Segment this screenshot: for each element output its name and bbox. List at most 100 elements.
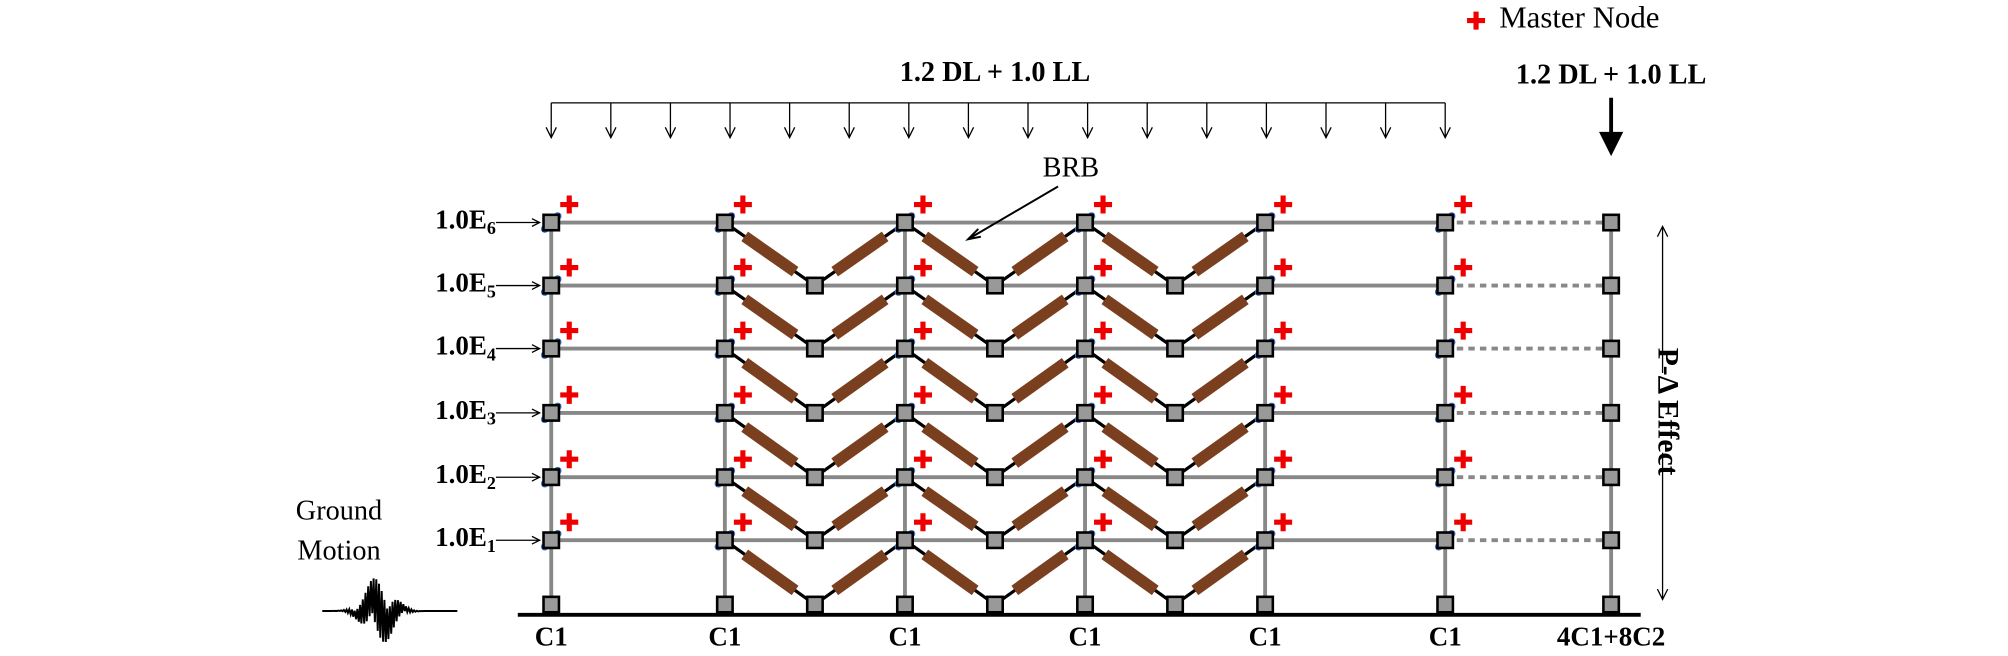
master-node-marker (733, 385, 752, 404)
node (1166, 339, 1185, 358)
brb (1191, 549, 1249, 596)
column-label: C1 (1429, 621, 1462, 651)
node (895, 595, 914, 614)
load-arrow (545, 102, 557, 140)
column-label: 4C1+8C2 (1557, 621, 1665, 651)
brb (741, 486, 799, 532)
node (715, 276, 734, 295)
node (542, 595, 561, 614)
node (715, 468, 734, 487)
node (1256, 403, 1275, 422)
node (1076, 213, 1095, 232)
load-arrow (1081, 102, 1094, 140)
node (1602, 595, 1621, 614)
node (1436, 531, 1455, 550)
floor-load-text: 1.0E (435, 268, 487, 298)
floor-load-text: 1.0E (435, 205, 487, 235)
node (805, 339, 824, 358)
node (985, 403, 1004, 422)
master-node-marker (1094, 258, 1113, 277)
node (1166, 276, 1185, 295)
node (1076, 339, 1095, 358)
master-node-marker (913, 195, 932, 214)
node (805, 468, 824, 487)
node (1256, 595, 1275, 614)
brb (1101, 231, 1159, 277)
master-node-marker (1094, 195, 1113, 214)
master-node-marker (1454, 195, 1473, 214)
node (805, 403, 824, 422)
brb (741, 294, 799, 340)
node (985, 531, 1004, 550)
brb (1191, 231, 1249, 277)
load-arrow (724, 102, 736, 140)
node (1166, 595, 1185, 614)
node (715, 213, 734, 232)
master-node-marker (1274, 195, 1293, 214)
master-node-marker (1454, 385, 1473, 404)
master-node-marker (913, 513, 932, 532)
node (895, 213, 914, 232)
brb (831, 294, 889, 340)
node (1436, 276, 1455, 295)
p-delta-label: P-Δ Effect (1651, 348, 1683, 476)
node (1256, 213, 1275, 232)
master-node-marker (1094, 321, 1113, 340)
node (542, 339, 561, 358)
node (1166, 531, 1185, 550)
master-node-marker (913, 385, 932, 404)
node (985, 276, 1004, 295)
node (1076, 468, 1095, 487)
master-node-marker (1274, 513, 1293, 532)
node (895, 468, 914, 487)
lateral-arrow (495, 344, 542, 354)
master-node-marker (913, 450, 932, 469)
node (895, 403, 914, 422)
node (985, 595, 1004, 614)
brb (921, 231, 979, 277)
master-node-marker (1094, 450, 1113, 469)
master-node-marker (1274, 258, 1293, 277)
brb (1191, 422, 1249, 468)
lateral-arrow (495, 218, 542, 227)
floor-load-label: 1.0E6 (435, 205, 496, 239)
node (1436, 339, 1455, 358)
brb (831, 422, 889, 468)
node (1166, 403, 1185, 422)
floor-load-subscript: 4 (487, 344, 496, 364)
master-node-marker (1094, 385, 1113, 404)
floor-load-subscript: 5 (487, 281, 496, 301)
master-node-marker (733, 321, 752, 340)
load-arrow (843, 102, 855, 140)
node (1602, 213, 1621, 232)
brb (1011, 549, 1069, 596)
lateral-arrow (495, 535, 542, 545)
brb (831, 231, 889, 277)
node (1256, 276, 1275, 295)
point-load-label: 1.2 DL + 1.0 LL (1516, 60, 1707, 91)
floor-load-subscript: 3 (487, 409, 496, 429)
column-label: C1 (1249, 621, 1282, 651)
floor-load-text: 1.0E (435, 459, 487, 489)
brb (1191, 486, 1249, 532)
master-node-marker (913, 258, 932, 277)
node (1256, 339, 1275, 358)
brb (921, 549, 979, 596)
master-node-marker (560, 258, 579, 277)
master-node-marker (1454, 321, 1473, 340)
node (1436, 595, 1455, 614)
master-node-marker (913, 321, 932, 340)
node (715, 339, 734, 358)
master-node-marker (1274, 321, 1293, 340)
floor-load-text: 1.0E (435, 331, 487, 361)
floor-load-text: 1.0E (435, 395, 487, 425)
point-load-arrow (1598, 97, 1624, 157)
load-arrow (1260, 102, 1273, 140)
node (1602, 276, 1621, 295)
load-arrow (962, 102, 975, 140)
load-arrow (903, 102, 915, 140)
load-arrow (1201, 102, 1213, 140)
node (1076, 531, 1095, 550)
distributed-load-label: 1.2 DL + 1.0 LL (900, 57, 1091, 88)
floor-load-label: 1.0E2 (435, 459, 496, 493)
